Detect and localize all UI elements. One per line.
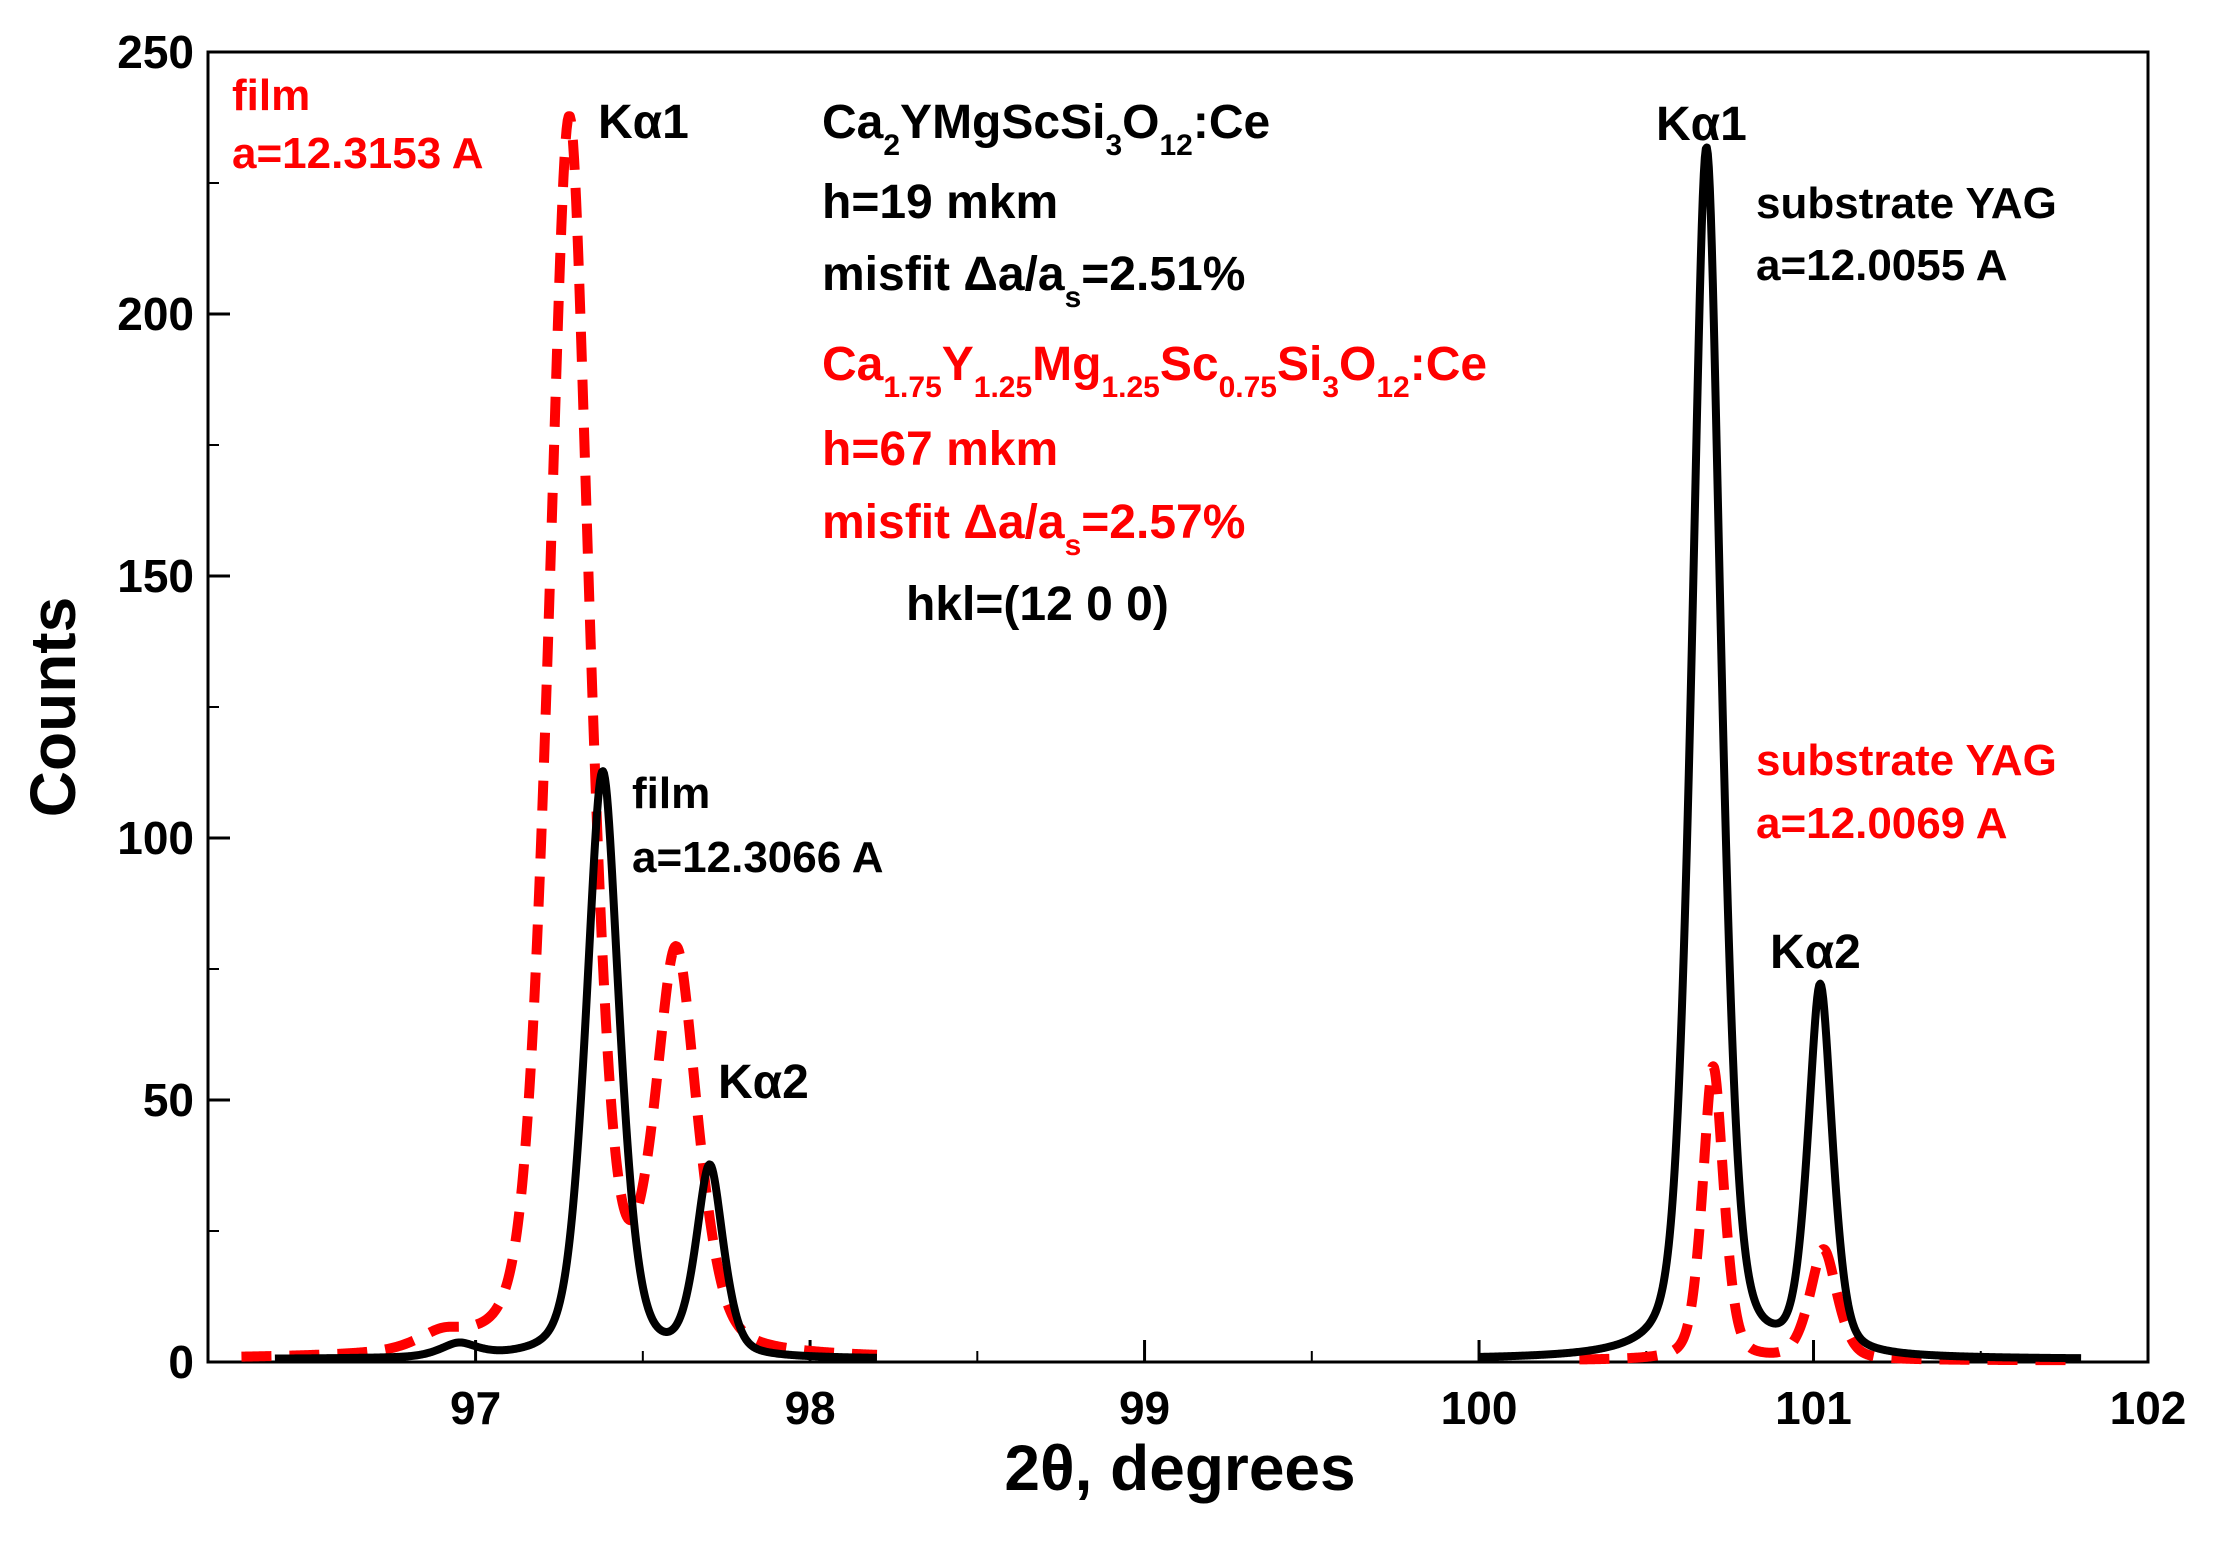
black-substrate-label: substrate YAG [1756, 179, 2057, 228]
y-axis-title: Counts [17, 597, 89, 817]
hkl-label: hkl=(12 0 0) [906, 578, 1169, 631]
black-solid-series-film-peaks [271, 767, 880, 1363]
left-ka2-label: Kα2 [718, 1056, 809, 1109]
y-tick-label: 50 [143, 1074, 194, 1126]
x-tick-label: 101 [1775, 1382, 1852, 1434]
x-tick-label: 97 [450, 1382, 501, 1434]
x-tick-label: 100 [1441, 1382, 1518, 1434]
y-tick-label: 0 [168, 1336, 194, 1388]
black-formula: Ca2YMgScSi3O12:Ce [822, 96, 1270, 162]
left-ka1-label: Kα1 [598, 96, 689, 149]
x-axis: 97 98 99 100 101 102 [307, 1340, 2187, 1434]
x-axis-title: 2θ, degrees [1004, 1432, 1355, 1504]
y-tick-label: 200 [117, 288, 194, 340]
black-misfit: misfit Δa/as=2.51% [822, 248, 1245, 314]
right-ka1-label: Kα1 [1656, 98, 1747, 151]
x-tick-label: 102 [2110, 1382, 2187, 1434]
black-thickness: h=19 mkm [822, 176, 1058, 229]
y-tick-label: 100 [117, 812, 194, 864]
red-dashed-series-film-peaks [237, 111, 881, 1362]
series-layer [237, 111, 2086, 1366]
y-axis: 0 50 100 150 200 250 [117, 26, 230, 1388]
red-thickness: h=67 mkm [822, 423, 1058, 476]
red-film-label: film [232, 71, 310, 120]
red-substrate-label: substrate YAG [1756, 736, 2057, 785]
black-substrate-lattice: a=12.0055 A [1756, 241, 2008, 290]
y-tick-label: 250 [117, 26, 194, 78]
x-tick-label: 99 [1119, 1382, 1170, 1434]
red-misfit: misfit Δa/as=2.57% [822, 496, 1245, 562]
x-tick-label: 98 [784, 1382, 835, 1434]
red-substrate-lattice: a=12.0069 A [1756, 799, 2008, 848]
red-film-lattice: a=12.3153 A [232, 129, 484, 178]
right-ka2-label: Kα2 [1770, 926, 1861, 979]
black-solid-series-substrate-peaks [1476, 143, 2085, 1363]
black-film-lattice: a=12.3066 A [632, 833, 884, 882]
black-film-label: film [632, 769, 710, 818]
y-tick-label: 150 [117, 550, 194, 602]
red-formula: Ca1.75Y1.25Mg1.25Sc0.75Si3O12:Ce [822, 338, 1487, 404]
